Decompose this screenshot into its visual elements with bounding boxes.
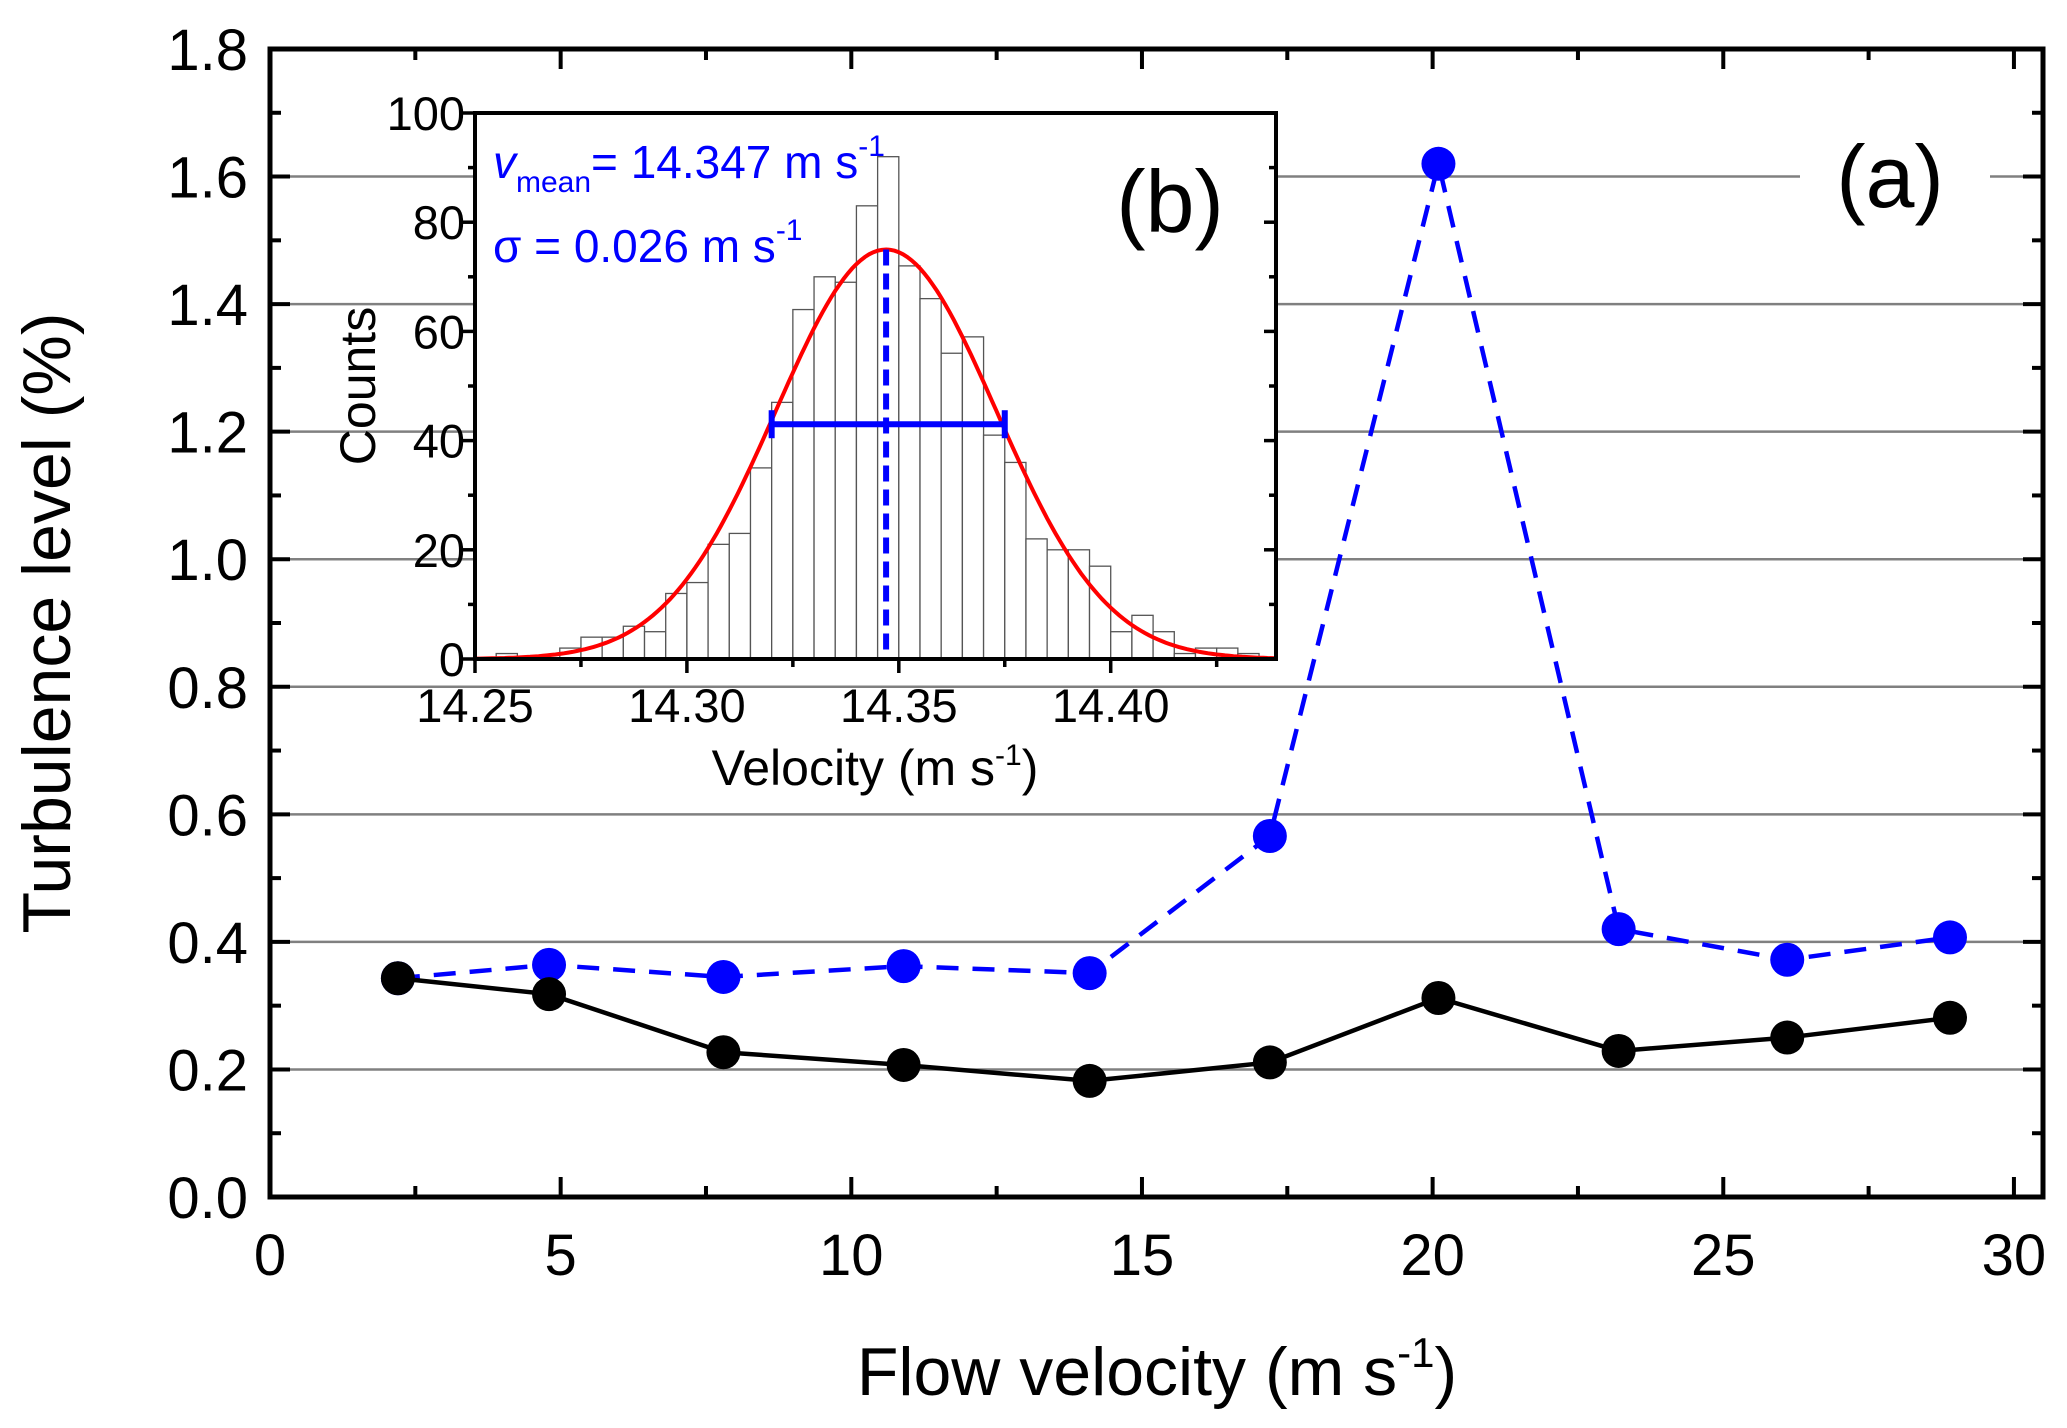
- inset-y-tick-label: 100: [387, 87, 465, 140]
- mean-annotation: vmean= 14.347 m s-1: [493, 130, 885, 199]
- x-tick-label: 5: [545, 1223, 577, 1288]
- inset-x-tick-label: 14.35: [840, 679, 958, 732]
- histogram-bar: [940, 352, 964, 660]
- gaussian-fit-curve: [475, 247, 1277, 661]
- panel-label-b: (b): [1116, 152, 1224, 251]
- histogram-bar: [1110, 631, 1133, 660]
- sigma-annotation: σ = 0.026 m s-1: [493, 214, 803, 272]
- histogram-bar: [1046, 549, 1069, 660]
- histogram-bar: [1004, 461, 1027, 660]
- inset-y-tick-label: 40: [413, 415, 465, 468]
- x-tick-label: 30: [1982, 1223, 2047, 1288]
- data-point: [886, 1047, 921, 1082]
- histogram-bar: [665, 592, 688, 660]
- histogram-bar: [771, 401, 794, 660]
- main-series: [380, 146, 1967, 1098]
- data-point: [706, 959, 741, 994]
- data-point: [706, 1035, 741, 1070]
- histogram-bar: [834, 281, 858, 660]
- sigma-sup: -1: [776, 214, 803, 247]
- y-tick-label: 0.6: [167, 783, 248, 848]
- histogram-bar: [728, 532, 752, 660]
- histogram-bar: [1067, 549, 1091, 660]
- data-point: [1601, 1033, 1636, 1068]
- histogram-bar: [707, 543, 730, 660]
- main-y-axis-label: Turbulence level (%): [9, 312, 85, 933]
- y-tick-label: 1.6: [167, 146, 248, 211]
- data-point: [532, 977, 567, 1012]
- y-tick-label: 1.4: [167, 273, 248, 338]
- main-x-axis-label: Flow velocity (m s-1): [857, 1329, 1457, 1410]
- data-point: [1601, 912, 1636, 947]
- data-point: [532, 947, 567, 982]
- y-tick-label: 1.8: [167, 18, 248, 83]
- label-a-background: [1800, 140, 1990, 250]
- histogram-bar: [961, 336, 985, 660]
- sigma-value: σ = 0.026 m s: [493, 220, 776, 272]
- inset-y-axis-label: Counts: [330, 307, 386, 465]
- x-tick-label: 15: [1110, 1223, 1175, 1288]
- data-point: [1421, 981, 1456, 1016]
- histogram-bar: [643, 631, 667, 660]
- data-point: [1072, 1063, 1107, 1098]
- data-point: [1770, 942, 1805, 977]
- y-tick-label: 1.0: [167, 528, 248, 593]
- histogram-bar: [749, 467, 773, 660]
- data-point: [1932, 1000, 1967, 1035]
- histogram-bar: [898, 265, 921, 660]
- histogram-bar: [855, 205, 879, 660]
- x-tick-label: 0: [254, 1223, 286, 1288]
- panel-label-a: (a): [1836, 127, 1944, 226]
- histogram-bar: [919, 297, 942, 660]
- data-point: [1072, 956, 1107, 991]
- series-line-solid: [397, 976, 1951, 1084]
- main-axes: 0 5 10 15 20 25 30 0.0 0.2 0.4 0.6 0.8 1.0 1.2 1.4 1.6 1…: [167, 18, 2046, 1288]
- main-x-label-sup: -1: [1397, 1329, 1434, 1376]
- inset-x-label-text: Velocity (m s: [712, 740, 995, 796]
- inset-y-tick-label: 0: [439, 633, 465, 686]
- data-point: [380, 961, 415, 996]
- inset-y-tick-label: 60: [413, 305, 465, 358]
- histogram-bar: [1088, 565, 1112, 660]
- data-point: [886, 949, 921, 984]
- mean-value: = 14.347 m s: [591, 136, 858, 188]
- mean-subscript: mean: [516, 166, 591, 199]
- y-tick-label: 0.2: [167, 1038, 248, 1103]
- series-line-dashed: [397, 163, 1951, 981]
- x-tick-label: 25: [1691, 1223, 1756, 1288]
- main-x-label-text: Flow velocity (m s: [857, 1334, 1397, 1410]
- y-tick-label: 1.2: [167, 401, 248, 466]
- data-point: [1770, 1020, 1805, 1055]
- histogram-bar: [813, 276, 836, 660]
- x-tick-label: 10: [819, 1223, 884, 1288]
- histogram-bar: [1025, 538, 1048, 660]
- inset-x-tick-label: 14.25: [416, 679, 534, 732]
- y-tick-label: 0.4: [167, 911, 248, 976]
- inset-y-tick-label: 80: [413, 196, 465, 249]
- main-x-label-end: ): [1434, 1334, 1457, 1410]
- data-point: [1421, 146, 1456, 181]
- inset-y-tick-label: 20: [413, 524, 465, 577]
- histogram-bar: [686, 581, 709, 660]
- data-point: [1252, 1045, 1287, 1080]
- mean-sup: -1: [858, 130, 885, 163]
- inset-histogram: 14.25 14.30 14.35 14.40 0 20 40 60 80 100: [387, 87, 1278, 732]
- inset-x-tick-label: 14.30: [628, 679, 746, 732]
- histogram-bar: [982, 434, 1006, 660]
- inset-x-label-end: ): [1022, 740, 1039, 796]
- y-tick-label: 0.8: [167, 656, 248, 721]
- y-tick-label: 0.0: [167, 1166, 248, 1231]
- data-point: [1252, 819, 1287, 854]
- inset-x-tick-label: 14.40: [1052, 679, 1170, 732]
- inset-x-axis-label: Velocity (m s-1): [712, 739, 1039, 796]
- inset-x-label-sup: -1: [995, 739, 1022, 772]
- x-tick-label: 20: [1400, 1223, 1465, 1288]
- data-point: [1932, 920, 1967, 955]
- mean-symbol: v: [493, 136, 519, 188]
